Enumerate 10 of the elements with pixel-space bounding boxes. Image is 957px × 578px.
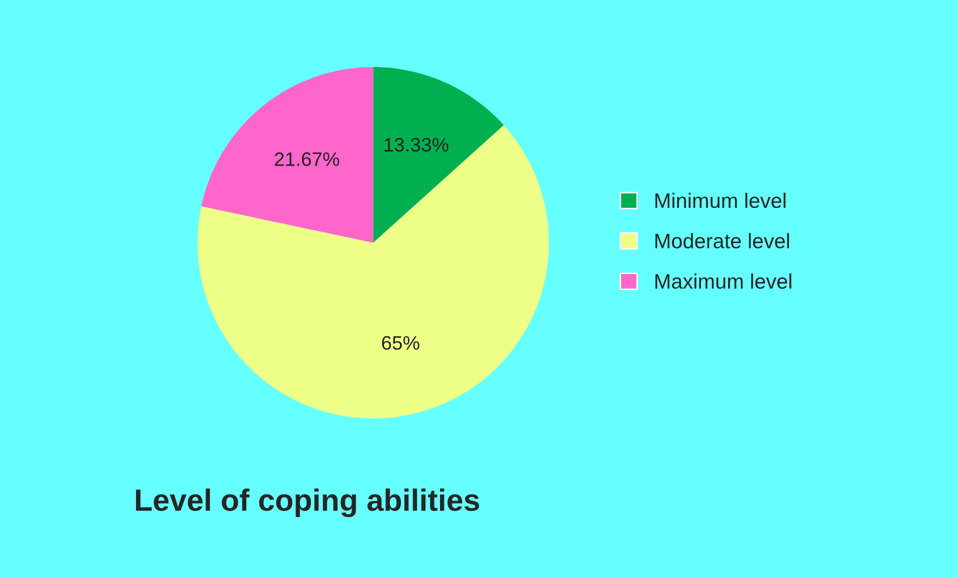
text: Level of coping abilities <box>136 488 480 518</box>
pie-slice <box>198 125 549 418</box>
legend-label: Maximum level <box>655 273 792 289</box>
data-label: 13.33% <box>384 138 448 152</box>
legend-label: Moderate level <box>655 233 789 248</box>
data-label: 21.67% <box>274 152 340 166</box>
legend-label: Minimum level <box>655 192 786 208</box>
data-label: 65% <box>382 336 420 350</box>
pie-slice <box>201 67 374 243</box>
pie-slice <box>373 67 504 243</box>
